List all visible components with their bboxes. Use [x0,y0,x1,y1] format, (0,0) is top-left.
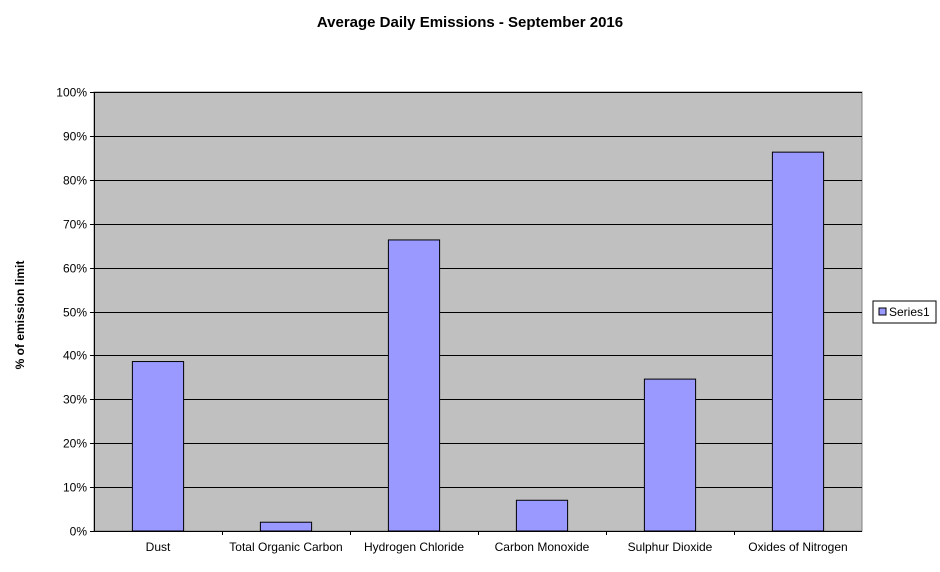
x-tick-label: Dust [146,540,171,554]
y-tick-label: 90% [63,130,87,144]
bar-dust [131,361,185,532]
legend-swatch [878,307,887,316]
x-tick-label: Hydrogen Chloride [364,540,464,554]
bar-sulphur-dioxide [643,378,697,532]
x-tick-label: Sulphur Dioxide [628,540,713,554]
y-tick-label: 60% [63,262,87,276]
x-tick-label: Carbon Monoxide [495,540,590,554]
gridlines [94,92,862,532]
bar-hydrogen-chloride [387,239,441,532]
x-tick-label: Oxides of Nitrogen [748,540,847,554]
chart-title: Average Daily Emissions - September 2016 [317,14,623,31]
y-tick-label: 40% [63,349,87,363]
legend-box [872,300,937,324]
y-tick-label: 70% [63,218,87,232]
legend-label-series1: Series1 [889,305,930,319]
y-tick-label: 20% [63,437,87,451]
x-axis-ticks: Dust Total Organic Carbon Hydrogen Chlorid… [94,531,862,554]
bar-oxides-of-nitrogen [771,151,825,532]
y-tick-label: 0% [70,525,88,539]
y-tick-label: 50% [63,306,87,320]
y-axis-label: % of emission limit [13,261,27,370]
bar-total-organic-carbon [259,521,313,532]
bars [131,151,825,532]
y-tick-label: 100% [56,86,87,100]
x-tick-label: Total Organic Carbon [229,540,342,554]
y-tick-label: 80% [63,174,87,188]
y-tick-label: 30% [63,393,87,407]
y-tick-label: 10% [63,481,87,495]
legend: Series1 [872,300,937,324]
y-axis-ticks: 0% 10% 20% 30% 40% 50% 60% 70% 80% 90% 100% [56,86,95,539]
plot-area [93,91,863,532]
bar-carbon-monoxide [515,499,569,532]
